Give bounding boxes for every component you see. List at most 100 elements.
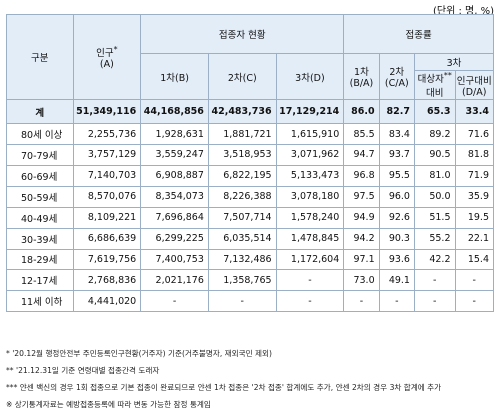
table-cell: 2,768,836 (72, 269, 142, 292)
table-row: 40-49세 8,109,221 7,696,864 7,507,714 1,578,2… (6, 206, 494, 229)
table-cell: - (140, 290, 209, 313)
footnote: ※ 상기통계자료는 예방접종등록에 따라 변동 가능한 잠정 통계임 (6, 400, 211, 409)
table-cell: 4,441,020 (72, 290, 142, 313)
table-cell: 2,021,176 (140, 269, 209, 292)
footnotes: * '20.12월 행정안전부 주민등록인구현황(거주자) 기준(거주불명자, … (6, 345, 441, 413)
table-cell: 6,299,225 (140, 227, 209, 250)
row-label: 40-49세 (6, 206, 74, 229)
table-cell: 94.7 (343, 144, 380, 166)
table-cell: 3,559,247 (140, 144, 209, 166)
table-cell: 7,132,486 (207, 248, 277, 271)
total-row: 계 51,349,116 44,168,856 42,483,736 17,12… (6, 99, 494, 125)
table-cell: 96.0 (378, 185, 415, 208)
table-cell: 94.9 (343, 206, 380, 229)
table-cell: 7,696,864 (140, 206, 209, 229)
table-cell: 55.2 (413, 227, 456, 250)
table-cell: 1,478,845 (275, 227, 345, 250)
table-cell: 6,822,195 (207, 164, 277, 187)
table-cell: 15.4 (454, 248, 494, 271)
table-cell: 97.1 (343, 248, 380, 271)
header-status: 접종자 현황 (140, 14, 345, 54)
table-cell: 83.4 (378, 123, 415, 146)
table-cell: 19.5 (454, 206, 494, 229)
table-cell: 8,354,073 (140, 185, 209, 208)
footnote: ** '21.12.31일 기준 연령대별 접종간격 도래자 (6, 366, 160, 375)
unit-label: (단위 : 명, %) (433, 6, 494, 17)
row-label: 50-59세 (6, 185, 74, 208)
table-cell: 8,570,076 (72, 185, 142, 208)
table-cell: 95.5 (378, 164, 415, 187)
footnote: * '20.12월 행정안전부 주민등록인구현황(거주자) 기준(거주불명자, … (6, 349, 272, 358)
table-cell: 1,578,240 (275, 206, 345, 229)
table-cell: 1,172,604 (275, 248, 345, 271)
table-cell: 50.0 (413, 185, 456, 208)
table-cell: 71.6 (454, 123, 494, 146)
table-cell: 6,908,887 (140, 164, 209, 187)
table-cell: - (413, 269, 456, 292)
table-cell: 7,140,703 (72, 164, 142, 187)
table-cell: 81.0 (413, 164, 456, 187)
header-dose2: 2차(C) (207, 52, 277, 101)
table-cell: 96.8 (343, 164, 380, 187)
row-label: 60-69세 (6, 164, 74, 187)
header-population: 인구* (A) (72, 13, 142, 101)
table-cell: 73.0 (343, 269, 380, 292)
header-rate2: 2차 (C/A) (378, 52, 415, 101)
table-cell: - (378, 290, 415, 313)
row-label: 11세 이하 (6, 290, 74, 313)
table-cell: - (343, 290, 380, 313)
table-cell: 71.9 (454, 164, 494, 187)
table-cell: 1,881,721 (207, 123, 277, 146)
table-cell: - (454, 269, 494, 292)
header-rate: 접종률 (343, 14, 494, 54)
table-cell: 5,133,473 (275, 164, 345, 187)
table-cell: 1,358,765 (207, 269, 277, 292)
table-cell: 3,518,953 (207, 144, 277, 166)
table-cell: 49.1 (378, 269, 415, 292)
table-cell: - (275, 290, 345, 313)
vaccination-table: 구분 인구* (A) 접종자 현황 접종률 1차(B) 2차(C) 3차(D) … (6, 13, 495, 313)
table-cell: 90.5 (413, 144, 456, 166)
table-cell: 92.6 (378, 206, 415, 229)
table-row: 11세 이하 4,441,020- - - - - - - (6, 290, 494, 313)
table-cell: 3,078,180 (275, 185, 345, 208)
table-cell: 3,757,129 (72, 144, 142, 166)
table-cell: 81.8 (454, 144, 494, 166)
table-cell: 8,226,388 (207, 185, 277, 208)
table-cell: 97.5 (343, 185, 380, 208)
table-row: 30-39세 6,686,639 6,299,225 6,035,514 1,478,8… (6, 227, 494, 250)
row-label: 30-39세 (6, 227, 74, 250)
table-cell: - (275, 269, 345, 292)
table-row: 70-79세 3,757,129 3,559,247 3,518,953 3,071,9… (6, 144, 494, 166)
table-cell: 94.2 (343, 227, 380, 250)
row-label: 18-29세 (6, 248, 74, 271)
table-cell: 90.3 (378, 227, 415, 250)
table-cell: 7,400,753 (140, 248, 209, 271)
header-rate3: 3차 (413, 53, 495, 71)
table-row: 12-17세 2,768,836 2,021,176 1,358,765-73.0 49… (6, 269, 494, 292)
table-cell: 85.5 (343, 123, 380, 146)
table-cell: 93.7 (378, 144, 415, 166)
table-cell: 51.5 (413, 206, 456, 229)
table-cell: 6,686,639 (72, 227, 142, 250)
table-cell: 89.2 (413, 123, 456, 146)
table-cell: 22.1 (454, 227, 494, 250)
table-cell: 2,255,736 (72, 123, 142, 146)
table-cell: 3,071,962 (275, 144, 345, 166)
table-cell: - (207, 290, 277, 313)
table-cell: - (454, 290, 494, 313)
header-dose3: 3차(D) (275, 52, 345, 101)
table-row: 18-29세 7,619,756 7,400,753 7,132,486 1,172,6… (6, 248, 494, 271)
table-cell: 8,109,221 (72, 206, 142, 229)
row-label: 70-79세 (6, 144, 74, 166)
table-row: 80세 이상 2,255,736 1,928,631 1,881,721 1,615,9… (6, 123, 494, 146)
table-cell: 7,507,714 (207, 206, 277, 229)
table-cell: - (413, 290, 456, 313)
footnote: *** 얀센 백신의 경우 1회 접종으로 기본 접종이 완료되므로 얀센 1차… (6, 383, 442, 392)
table-cell: 7,619,756 (72, 248, 142, 271)
table-cell: 1,928,631 (140, 123, 209, 146)
header-rate3-pop: 인구대비 (D/A) (454, 69, 494, 101)
table-cell: 42.2 (413, 248, 456, 271)
table-cell: 93.6 (378, 248, 415, 271)
table-row: 60-69세 7,140,703 6,908,887 6,822,195 5,133,4… (6, 164, 494, 187)
